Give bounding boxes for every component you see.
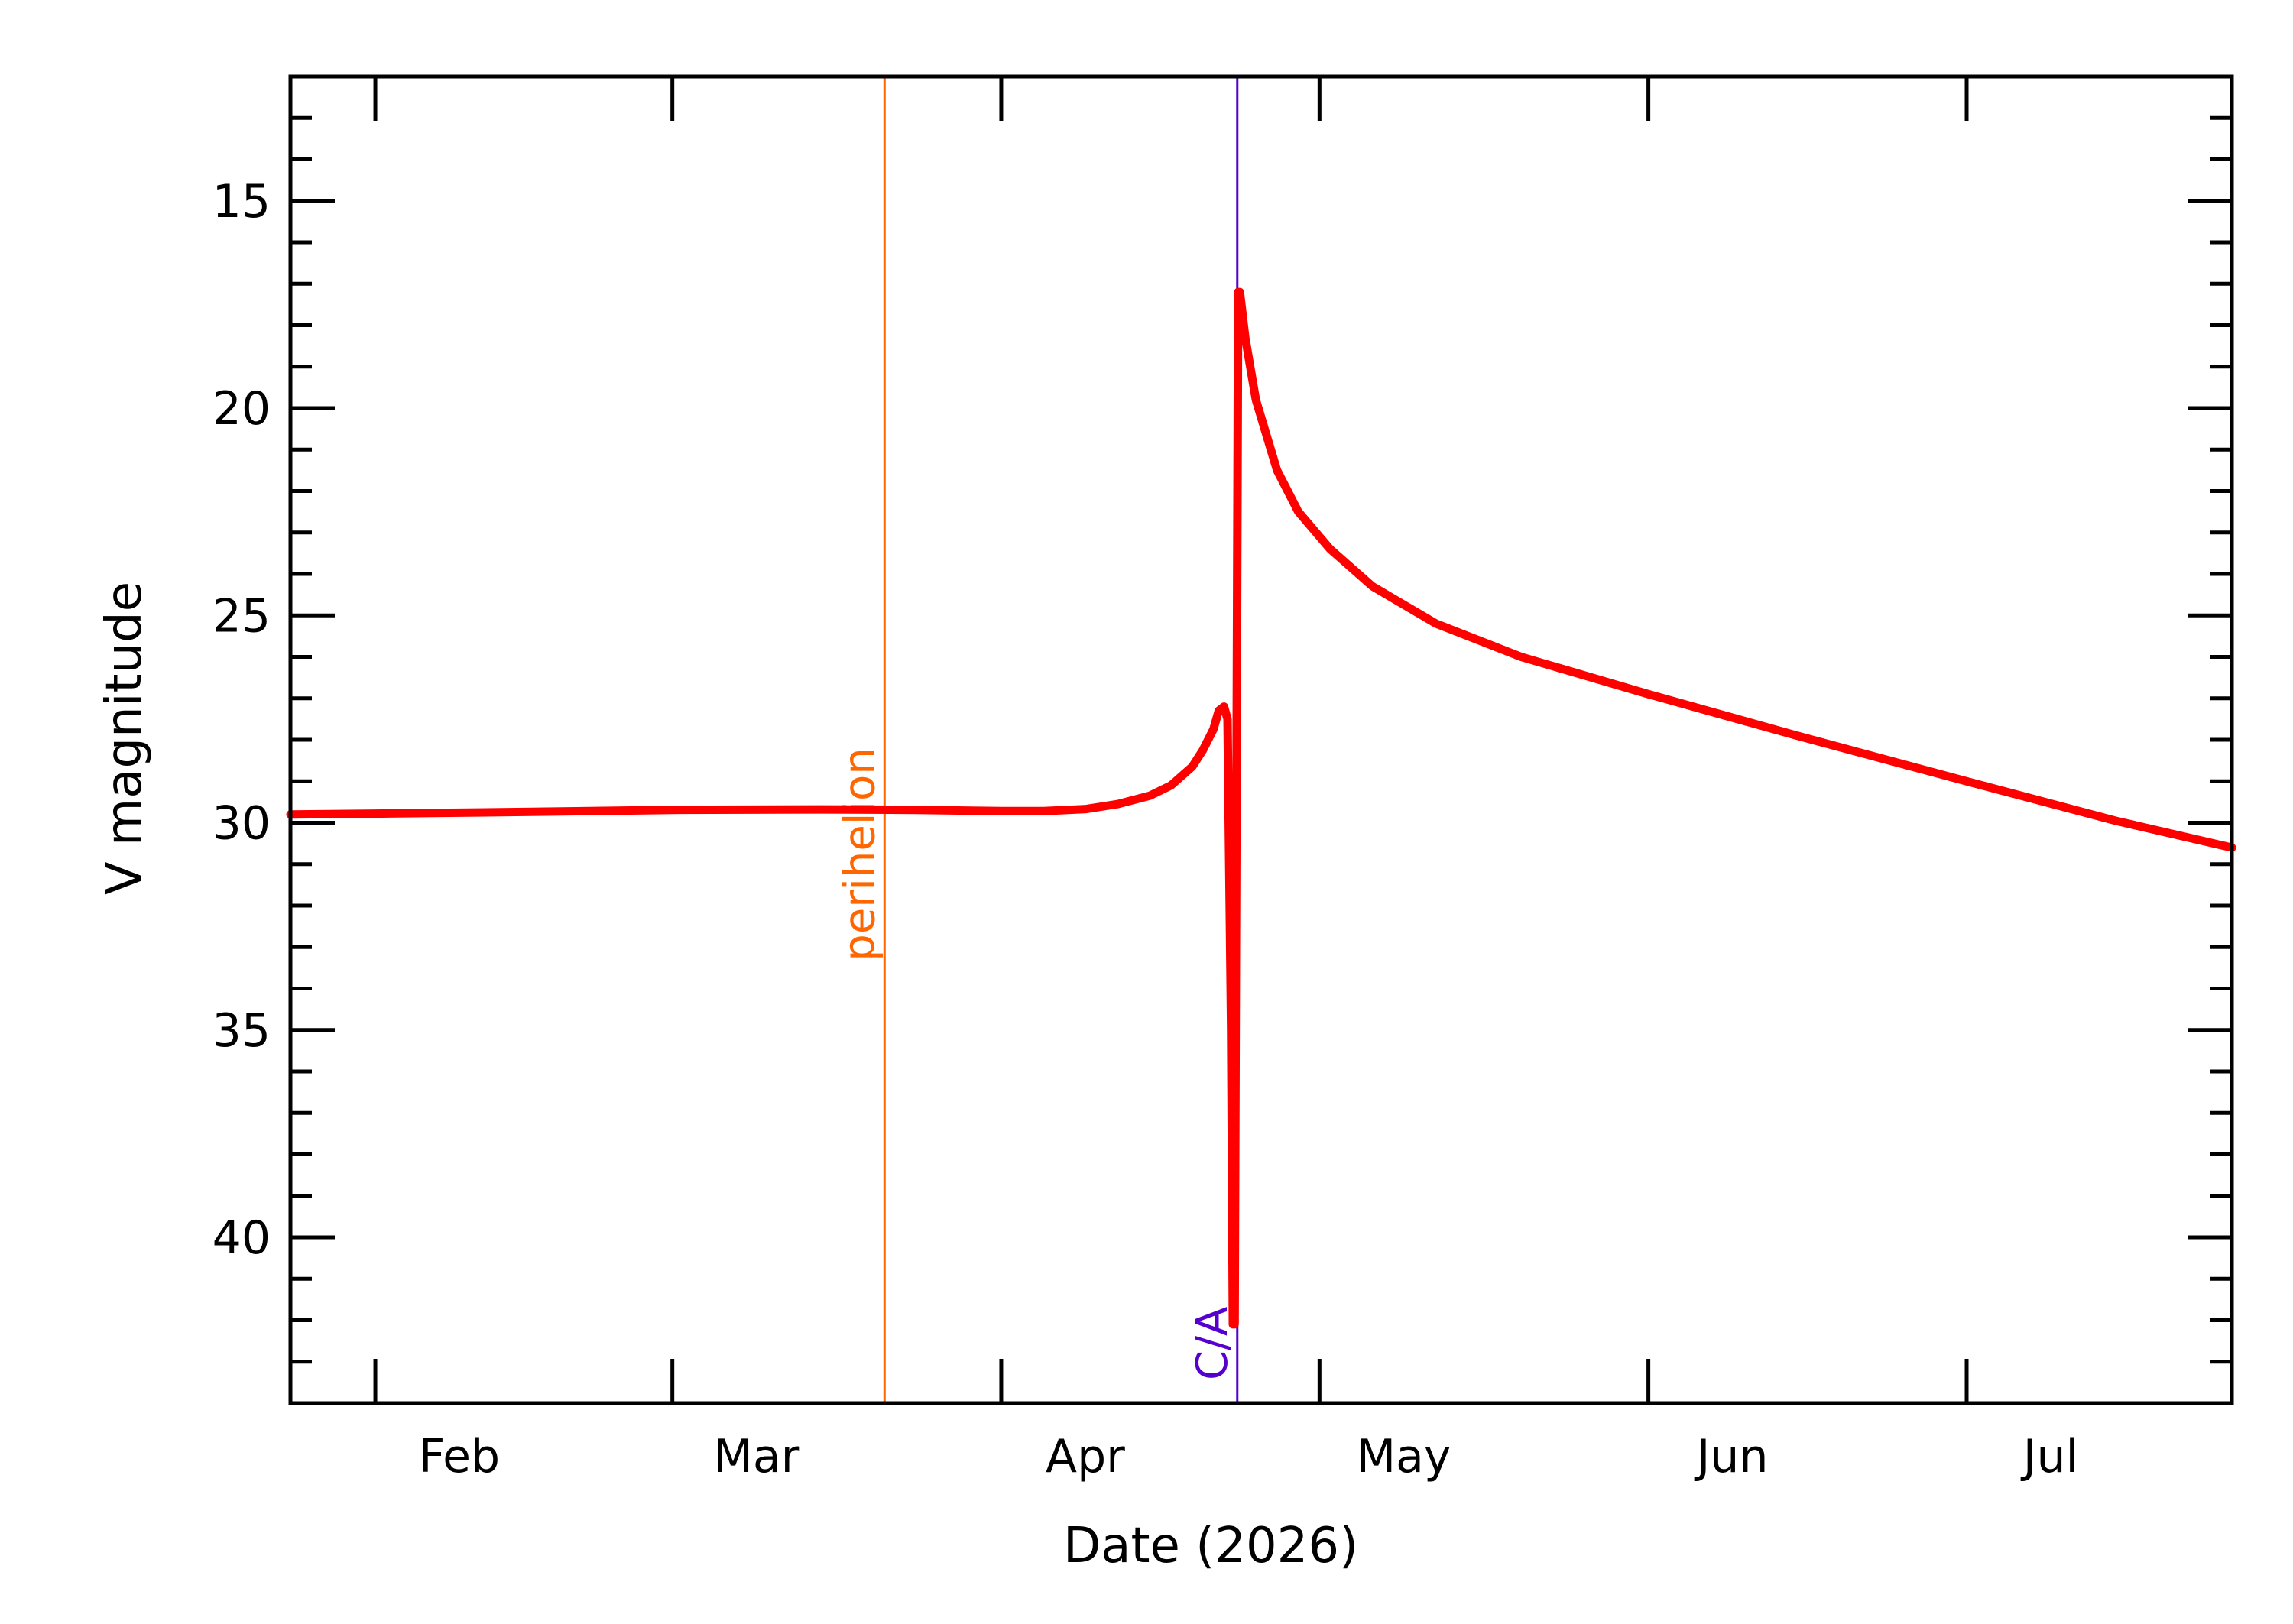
x-tick-label: Mar: [713, 1430, 800, 1483]
y-axis-title: V magnitude: [96, 582, 153, 895]
axes: Feb Mar Apr May Jun Jul 15 20 25 30 35 40: [212, 74, 2234, 1483]
plot-background: [290, 76, 2232, 1403]
y-tick-label: 15: [212, 175, 271, 229]
x-tick-label: Jul: [2020, 1430, 2078, 1483]
x-axis-title: Date (2026): [1063, 1518, 1358, 1574]
x-tick-label: Apr: [1046, 1430, 1125, 1483]
series-line: [286, 287, 2236, 1329]
y-tick-label: 35: [212, 1004, 271, 1058]
x-tick-label: Jun: [1694, 1430, 1769, 1483]
y-tick-label: 25: [212, 589, 271, 643]
marker-label: perihelion: [835, 747, 884, 961]
x-tick-label: Feb: [419, 1430, 500, 1483]
y-tick-label: 20: [212, 382, 271, 436]
x-tick-label: May: [1356, 1430, 1451, 1483]
plot-area: [290, 76, 2232, 1403]
y-tick-label: 40: [212, 1211, 271, 1265]
series-layer: [286, 287, 2236, 1329]
y-tick-label: 30: [212, 797, 271, 851]
